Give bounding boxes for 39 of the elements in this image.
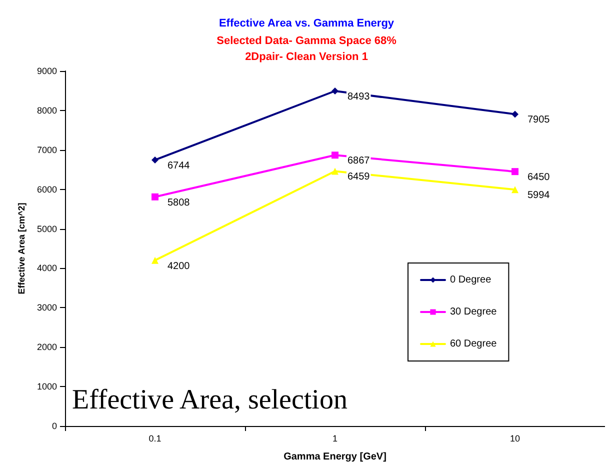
chart-title: Effective Area vs. Gamma Energy (218, 18, 395, 30)
y-tick-label: 4000 (36, 263, 57, 274)
point (332, 152, 338, 159)
x-tick-label: 10 (510, 434, 520, 444)
y-tick-label: 8000 (36, 105, 57, 116)
data-label: 5808 (168, 197, 190, 208)
point (152, 193, 158, 200)
point (512, 110, 518, 118)
x-axis-title: Gamma Energy [GeV] (284, 452, 386, 462)
legend-label: 0 Degree (450, 274, 492, 286)
legend-label: 30 Degree (450, 306, 498, 318)
point (152, 156, 158, 164)
x-tick-label: 0.1 (148, 434, 162, 444)
y-tick-label: 5000 (36, 224, 57, 234)
point (152, 256, 158, 264)
y-tick-label: 9000 (36, 66, 57, 76)
y-tick-label: 2000 (36, 342, 57, 352)
chart-subtitle: Selected Data- Gamma Space 68% 2Dpair- Clean Version 1 (216, 35, 397, 63)
data-label: 6459 (348, 172, 370, 183)
y-tick-label: 7000 (36, 144, 57, 155)
data-label: 6744 (168, 160, 190, 172)
y-tick-label: 0 (52, 421, 57, 431)
y-tick-label: 1000 (36, 382, 57, 392)
y-tick-label: 3000 (36, 302, 57, 313)
data-label: 4200 (168, 260, 190, 272)
x-tick-label: 1 (332, 434, 338, 444)
y-tick-label: 6000 (36, 184, 57, 194)
legend-label: 60 Degree (450, 338, 498, 350)
point (512, 186, 518, 194)
annotation: Effective Area, selection (72, 384, 348, 416)
y-axis-title: Effective Area [cm^2] (16, 202, 27, 294)
data-label: 6450 (528, 172, 550, 184)
point (332, 168, 338, 175)
data-label: 5994 (528, 190, 550, 202)
point (512, 168, 518, 176)
point (332, 88, 338, 94)
data-label: 6867 (348, 156, 370, 167)
data-label: 7905 (528, 114, 550, 126)
data-label: 8493 (348, 92, 370, 102)
